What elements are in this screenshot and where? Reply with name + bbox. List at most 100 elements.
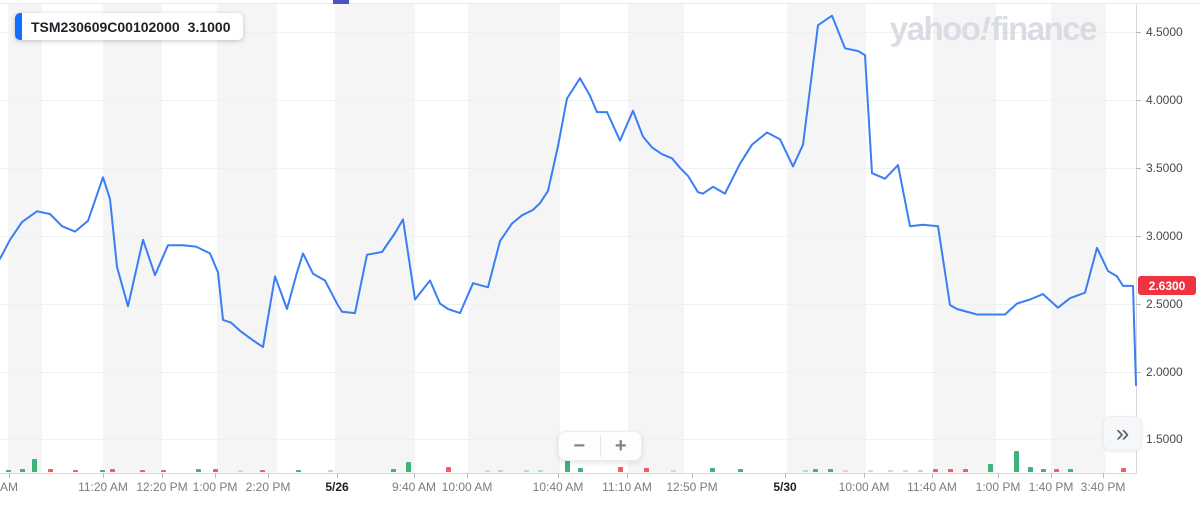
volume-bar	[328, 470, 333, 472]
x-axis-label: 1:00 PM	[192, 480, 238, 494]
volume-bar	[391, 469, 396, 472]
volume-bar	[485, 470, 490, 472]
volume-bar	[73, 470, 78, 472]
legend-symbol: TSM230609C00102000	[31, 18, 180, 35]
session-band	[468, 4, 560, 473]
y-axis-label: 3.0000	[1146, 228, 1183, 243]
volume-bar	[446, 467, 451, 472]
volume-bar	[843, 470, 848, 472]
x-tick-mark	[162, 473, 163, 478]
volume-bar	[903, 470, 908, 472]
volume-bar	[618, 467, 623, 472]
y-axis-label: 1.5000	[1146, 432, 1183, 447]
x-axis-line	[0, 473, 1136, 474]
volume-bar	[498, 470, 503, 472]
x-tick-mark	[467, 473, 468, 478]
x-tick-mark	[337, 473, 338, 478]
zoom-in-button[interactable]: +	[614, 435, 627, 457]
x-tick-mark	[1103, 473, 1104, 478]
x-tick-mark	[558, 473, 559, 478]
volume-bar	[1068, 469, 1073, 472]
volume-bar	[738, 469, 743, 472]
volume-bar	[803, 470, 808, 472]
y-axis-label: 4.0000	[1146, 92, 1183, 107]
x-tick-mark	[9, 473, 10, 478]
x-axis-label: 11:10 AM	[602, 480, 652, 494]
symbol-legend-chip[interactable]: TSM230609C00102000 3.1000	[15, 13, 243, 40]
x-tick-mark	[692, 473, 693, 478]
volume-bar	[524, 470, 529, 472]
price-line	[0, 14, 1137, 387]
volume-bar	[813, 469, 818, 472]
watermark-finance: finance	[990, 10, 1098, 47]
volume-bar	[260, 470, 265, 472]
y-tick-mark	[1136, 303, 1141, 305]
x-tick-mark	[1051, 473, 1052, 478]
x-tick-mark	[103, 473, 104, 478]
volume-bar	[933, 469, 938, 472]
x-tick-mark	[215, 473, 216, 478]
volume-bar	[110, 469, 115, 472]
volume-bar	[918, 470, 923, 472]
volume-bar	[828, 469, 833, 472]
x-tick-mark	[268, 473, 269, 478]
volume-bar	[1121, 468, 1126, 472]
volume-bar	[1041, 469, 1046, 472]
y-tick-mark	[1136, 371, 1141, 373]
x-axis-label: 1:40 PM	[1028, 480, 1074, 494]
volume-bar	[20, 469, 25, 472]
volume-bar	[161, 470, 166, 472]
volume-bar	[238, 470, 243, 472]
x-axis-label: AM	[0, 480, 18, 494]
x-axis-label: 11:20 AM	[78, 480, 128, 494]
x-axis-label: 5/26	[325, 480, 349, 494]
navigator-track[interactable]	[0, 3, 1200, 4]
x-axis-label: 10:40 AM	[532, 480, 584, 494]
volume-bar	[196, 469, 201, 472]
volume-bar	[988, 464, 993, 472]
legend-color-bar-icon	[15, 13, 22, 40]
volume-bar	[888, 470, 893, 472]
x-tick-mark	[864, 473, 865, 478]
volume-bar	[406, 462, 411, 472]
volume-bar	[296, 470, 301, 472]
volume-bar	[100, 470, 105, 472]
yahoo-finance-watermark: yahoo!finance	[889, 10, 1098, 48]
volume-bar	[644, 468, 649, 472]
gridline	[0, 371, 1136, 373]
watermark-yahoo: yahoo	[889, 10, 981, 47]
volume-bar	[565, 458, 570, 472]
session-band	[217, 4, 277, 473]
x-axis-label: 3:40 PM	[1080, 480, 1126, 494]
x-axis-label: 2:20 PM	[245, 480, 291, 494]
volume-bar	[48, 469, 53, 472]
x-tick-mark	[998, 473, 999, 478]
expand-chart-button[interactable]: »	[1103, 416, 1142, 451]
navigator-thumb[interactable]	[333, 0, 349, 4]
volume-bar	[710, 468, 715, 472]
session-band	[1051, 4, 1106, 473]
y-tick-mark	[1136, 32, 1141, 33]
zoom-out-button[interactable]: −	[573, 435, 586, 457]
volume-bar	[868, 470, 873, 472]
gridline	[0, 99, 1136, 101]
volume-bar	[213, 469, 218, 472]
y-axis-label: 2.5000	[1146, 296, 1183, 311]
volume-bar	[963, 469, 968, 472]
y-tick-mark	[1136, 99, 1141, 101]
last-price-badge: 2.6300	[1138, 276, 1196, 296]
x-axis-label: 5/30	[773, 480, 797, 494]
volume-bar	[140, 470, 145, 472]
volume-bar	[948, 469, 953, 472]
x-tick-mark	[627, 473, 628, 478]
volume-bar	[6, 470, 11, 472]
x-tick-mark	[414, 473, 415, 478]
x-tick-mark	[785, 473, 786, 478]
legend-value: 3.1000	[187, 18, 231, 35]
volume-bar	[671, 470, 676, 472]
gridline	[0, 235, 1136, 237]
volume-bar	[1054, 469, 1059, 472]
gridline	[0, 32, 1136, 33]
zoom-controls: − +	[558, 431, 642, 461]
